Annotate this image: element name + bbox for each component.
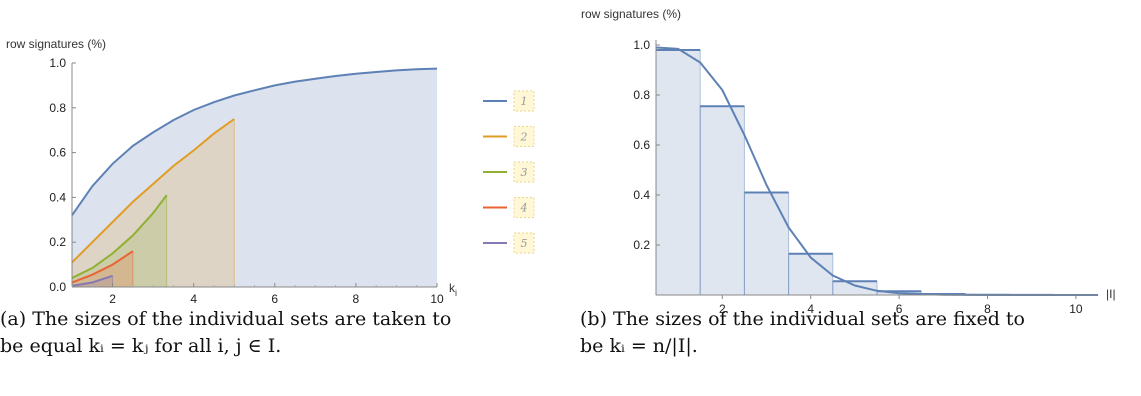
series-4-area xyxy=(72,251,133,287)
legend-item-3: 3 xyxy=(483,161,535,183)
chart-a-x-axis-title: ki xyxy=(449,281,457,298)
legend-label-box xyxy=(513,197,535,218)
caption-b-line-2: be kᵢ = n/|I|. xyxy=(580,335,698,357)
series-1-area xyxy=(72,68,437,287)
chart-a-ticks: 0.0 0.2 0.4 0.6 0.8 1.0 2 4 6 8 10 xyxy=(49,56,444,306)
bar-3 xyxy=(743,192,790,296)
chart-a-y-tick-label: 0.2 xyxy=(49,235,66,249)
legend-item-1: 1 xyxy=(483,90,535,112)
chart-b-y-tick-label: 0.6 xyxy=(633,138,650,152)
caption-a-line-1: (a) The sizes of the individual sets are… xyxy=(0,308,452,330)
chart-b-curve xyxy=(655,46,1076,296)
caption-b: (b) The sizes of the individual sets are… xyxy=(580,306,1025,360)
chart-a-x-tick-label: 6 xyxy=(271,292,278,306)
bar-4 xyxy=(788,253,834,296)
chart-a-y-tick-label: 0.4 xyxy=(49,190,66,204)
chart-a-y-tick-label: 1.0 xyxy=(49,56,66,70)
legend-label: 5 xyxy=(521,237,528,250)
bar-5 xyxy=(832,280,878,296)
chart-a: 0.0 0.2 0.4 0.6 0.8 1.0 2 4 6 8 10 row signatures … xyxy=(6,37,535,306)
bar-1 xyxy=(655,49,701,296)
chart-a-series-lines xyxy=(71,67,438,287)
legend-label-box xyxy=(513,126,535,147)
legend-item-4: 4 xyxy=(483,197,535,218)
chart-a-x-tick-label: 10 xyxy=(430,292,444,306)
series-3-area xyxy=(72,195,167,287)
series-2-area xyxy=(72,119,235,287)
chart-a-y-tick-label: 0.8 xyxy=(49,101,66,115)
series-2-line xyxy=(71,118,235,264)
chart-b-x-tick-label: 10 xyxy=(1069,302,1083,316)
chart-a-area-fills xyxy=(72,68,437,287)
chart-b-x-tick-label: 8 xyxy=(984,302,991,316)
series-4-line xyxy=(71,250,134,284)
legend-label: 4 xyxy=(520,202,528,215)
caption-a-line-2: be equal kᵢ = kⱼ for all i, j ∈ I. xyxy=(0,335,282,357)
legend-item-5: 5 xyxy=(483,232,535,254)
legend-item-2: 2 xyxy=(483,126,535,147)
chart-b-y-tick-label: 0.8 xyxy=(633,88,650,102)
chart-a-y-axis-title: row signatures (%) xyxy=(6,37,106,51)
chart-a-y-tick-label: 0.0 xyxy=(49,280,66,294)
chart-b-x-tick-label: 6 xyxy=(896,302,903,316)
chart-b-x-tick-label: 4 xyxy=(807,302,814,316)
chart-b-y-tick-label: 0.2 xyxy=(633,238,650,252)
legend-label: 1 xyxy=(521,95,528,108)
chart-b-x-axis-title: |I| xyxy=(1106,287,1116,301)
chart-b-y-tick-label: 0.4 xyxy=(633,188,650,202)
chart-a-y-tick-label: 0.6 xyxy=(49,146,66,160)
legend-label-box xyxy=(513,232,535,254)
legend-label-box xyxy=(513,90,535,112)
legend-label-box xyxy=(513,161,535,183)
chart-b: 0.2 0.4 0.6 0.8 1.0 2 4 6 8 10 row signatures (%)… xyxy=(581,7,1116,316)
chart-a-legend: 1 2 3 4 5 xyxy=(483,90,535,254)
chart-b-y-tick-label: 1.0 xyxy=(633,38,650,52)
chart-b-x-tick-label: 2 xyxy=(719,302,726,316)
legend-label: 2 xyxy=(520,131,528,144)
series-5-line xyxy=(71,274,113,287)
chart-a-x-tick-label: 2 xyxy=(109,292,116,306)
caption-b-line-1: (b) The sizes of the individual sets are… xyxy=(580,308,1025,330)
series-3-line xyxy=(71,194,168,279)
chart-a-x-axis-title-main: k xyxy=(449,281,456,295)
series-1-line xyxy=(71,67,438,216)
chart-a-x-axis-title-subscript: i xyxy=(455,288,457,298)
chart-a-x-tick-label: 4 xyxy=(190,292,197,306)
chart-b-y-axis-title: row signatures (%) xyxy=(581,7,681,21)
bar-2 xyxy=(699,105,745,296)
caption-a: (a) The sizes of the individual sets are… xyxy=(0,306,451,360)
legend-label: 3 xyxy=(521,166,528,179)
chart-a-x-tick-label: 8 xyxy=(353,292,360,306)
chart-b-ticks: 0.2 0.4 0.6 0.8 1.0 2 4 6 8 10 xyxy=(633,38,1083,316)
chart-b-bars xyxy=(655,49,1099,296)
